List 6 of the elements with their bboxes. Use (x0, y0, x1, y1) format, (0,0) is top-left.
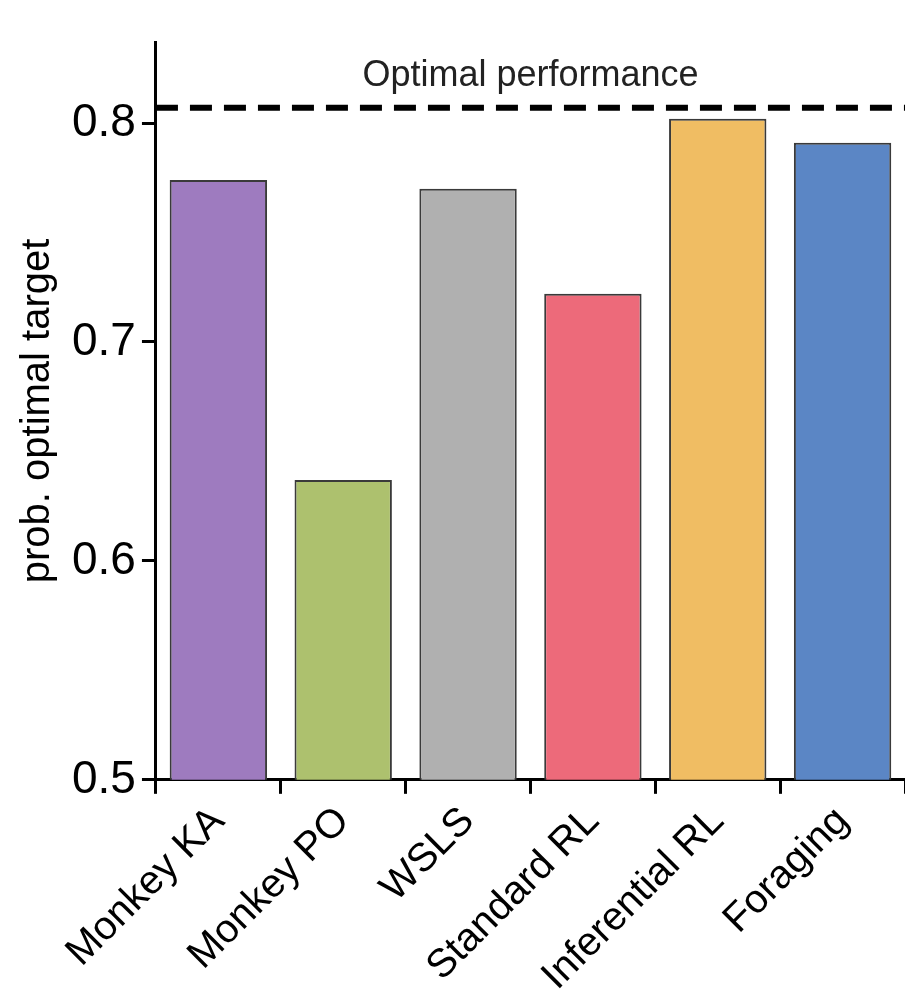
y-tick-label: 0.6 (71, 531, 136, 584)
y-tick-label: 0.7 (71, 312, 136, 365)
ref-line-label: Optimal performance (362, 52, 699, 94)
y-tick-label: 0.8 (71, 93, 136, 146)
y-tick-label: 0.5 (71, 750, 136, 803)
y-axis-title: prob. optimal target (13, 238, 58, 584)
